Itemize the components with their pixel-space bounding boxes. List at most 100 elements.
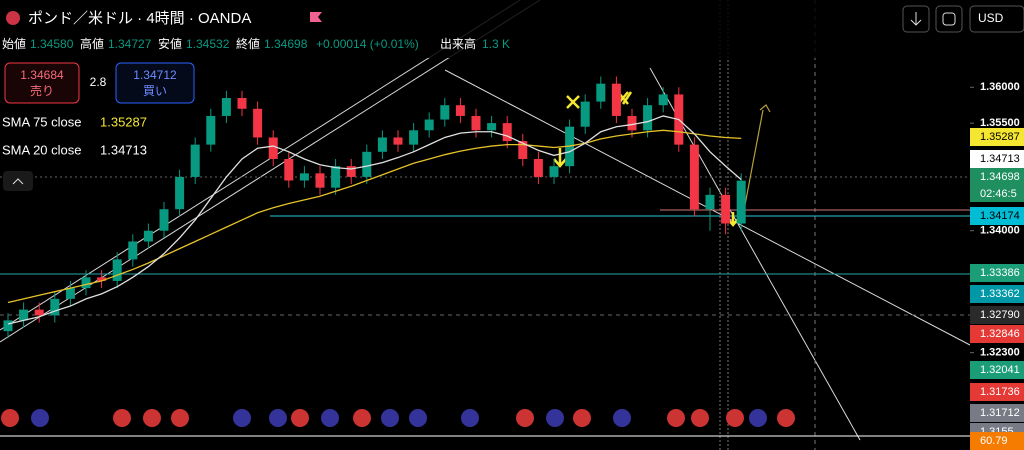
indicator-value: 1.35287 <box>100 114 147 129</box>
download-icon <box>910 12 922 26</box>
flag-icon[interactable] <box>310 12 322 22</box>
y-tick-label: 1.32300 <box>980 347 1020 359</box>
candle-body <box>34 309 44 316</box>
price-tag <box>970 264 1024 282</box>
value: 1.34532 <box>186 37 230 51</box>
price-tag <box>970 128 1024 146</box>
candle-body <box>112 259 122 281</box>
candle-body <box>81 277 91 289</box>
candle-body <box>19 309 29 321</box>
candle-body <box>424 119 434 131</box>
value: 1.34580 <box>30 37 74 51</box>
candle-body <box>143 230 153 242</box>
candle-body <box>206 115 216 145</box>
candle-body <box>580 101 590 127</box>
reset-button[interactable] <box>935 5 963 33</box>
price-tag-label: 1.31712 <box>980 407 1020 419</box>
indicator-name[interactable]: SMA 20 close <box>2 142 82 157</box>
ohlc-line: 始値 1.34580 高値 1.34727 安値 1.34532 終値 1.34… <box>2 36 510 51</box>
candle-body <box>362 151 372 177</box>
price-tag <box>970 383 1024 401</box>
change: +0.00014 (+0.01%) <box>316 37 419 51</box>
plot <box>3 76 746 339</box>
price-tag <box>970 207 1024 225</box>
price-tag-label: 1.31736 <box>980 386 1020 398</box>
label: 始値 <box>2 36 26 51</box>
price-tag-label: 1.32790 <box>980 309 1020 321</box>
value: 1.34727 <box>108 37 152 51</box>
price-tag-label: 1.34698 <box>980 171 1020 183</box>
price-tag-label: 1.35287 <box>980 131 1020 143</box>
spread: 2.8 <box>90 75 107 89</box>
sell-label: 売り <box>30 83 54 98</box>
candle-body <box>221 98 231 116</box>
candle-body <box>533 158 543 177</box>
candle-body <box>237 98 247 109</box>
collapse-icon <box>12 178 24 185</box>
candle-body <box>643 105 653 131</box>
candle-body <box>175 176 185 210</box>
buy-button[interactable] <box>115 62 195 104</box>
candle-body <box>487 123 497 131</box>
candle-body <box>689 144 699 210</box>
candle-body <box>549 166 559 177</box>
symbol-icon <box>6 11 20 25</box>
y-tick-label: 1.35500 <box>980 117 1020 129</box>
candle-body <box>377 137 387 152</box>
candle-body <box>658 94 668 106</box>
price-tag <box>970 325 1024 343</box>
collapse-button[interactable] <box>3 171 33 191</box>
candle-body <box>502 123 512 142</box>
price-tag <box>970 285 1024 303</box>
price-tag-label: 1.34174 <box>980 210 1020 222</box>
candle-body <box>3 320 13 332</box>
price-axis: 1.36000 1.35500 1.34000 1.32300 1.35287 1.347… <box>970 58 1024 450</box>
price-tag-label: 1.33386 <box>980 267 1020 279</box>
price-tag-label: 1.34713 <box>980 153 1020 165</box>
candle-body <box>97 277 107 281</box>
label: 高値 <box>80 36 104 51</box>
candle-body <box>611 83 621 116</box>
countdown-bg <box>970 186 1024 202</box>
candle-body <box>190 144 200 177</box>
candle-body <box>518 141 528 159</box>
sell-button[interactable] <box>4 62 80 104</box>
candle-body <box>315 173 325 188</box>
countdown: 02:46:5 <box>980 188 1017 200</box>
price-tag <box>970 404 1024 422</box>
candle-body <box>159 209 169 231</box>
sma-line <box>7 129 742 304</box>
sma-line <box>7 115 742 325</box>
candle-body <box>440 105 450 120</box>
candle-body <box>736 180 746 224</box>
candle-body <box>705 194 715 210</box>
candle-body <box>50 298 60 316</box>
buy-price: 1.34712 <box>133 68 177 82</box>
candle-body <box>471 115 481 131</box>
download-button[interactable] <box>902 5 930 33</box>
indicator-name[interactable]: SMA 75 close <box>2 114 82 129</box>
symbol-title[interactable]: ポンド／米ドル · 4時間 · OANDA <box>28 10 251 27</box>
candle-body <box>627 115 637 131</box>
price-tag-label: 1.33362 <box>980 288 1020 300</box>
value: 1.34698 <box>264 37 308 51</box>
candle-body <box>128 241 138 260</box>
candle-body <box>596 83 606 102</box>
header-bg <box>0 0 970 58</box>
reset-icon <box>942 12 956 26</box>
price-tag-label: 60.79 <box>980 435 1008 447</box>
currency-button[interactable] <box>969 5 1024 33</box>
candle-body <box>455 105 465 116</box>
value: 1.3 K <box>482 37 510 51</box>
label: 出来高 <box>440 36 476 51</box>
candle-body <box>393 137 403 145</box>
y-tick-label: 1.34000 <box>980 225 1020 237</box>
candle-body <box>346 166 356 177</box>
price-tag <box>970 361 1024 379</box>
price-tag <box>970 150 1024 168</box>
candle-body <box>284 158 294 181</box>
candle-body <box>65 288 75 299</box>
label: 終値 <box>236 36 260 51</box>
candle-body <box>331 166 341 188</box>
